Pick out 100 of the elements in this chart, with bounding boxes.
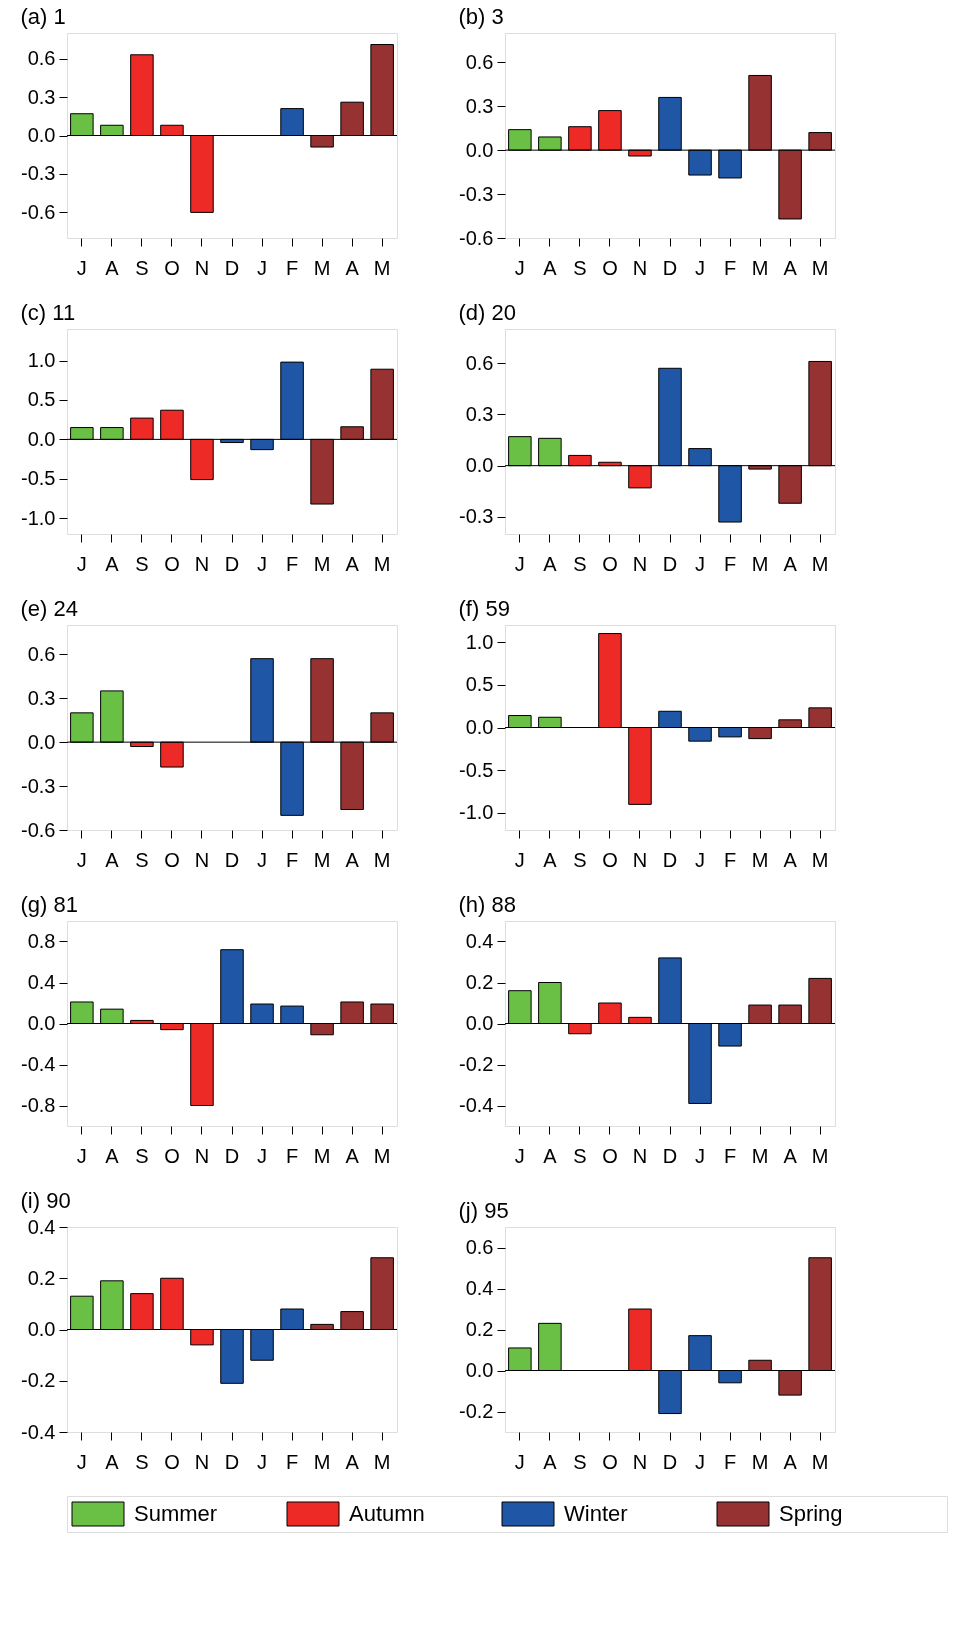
y-tick-label: 0.4 bbox=[465, 930, 494, 952]
x-tick-label: J bbox=[257, 256, 268, 279]
x-tick-label: A bbox=[105, 848, 120, 871]
x-tick-label: F bbox=[285, 1144, 299, 1167]
y-tick-label: 0.2 bbox=[27, 1266, 56, 1289]
y-tick-label: -0.8 bbox=[21, 1094, 56, 1116]
x-tick-label: S bbox=[573, 552, 587, 575]
x-tick-label: S bbox=[573, 848, 587, 871]
x-tick-label: J bbox=[257, 1144, 268, 1167]
x-tick-label: A bbox=[543, 1144, 558, 1167]
x-tick-label: A bbox=[783, 552, 798, 575]
chart-title: (d) 20 bbox=[458, 300, 517, 325]
x-tick-label: F bbox=[285, 256, 299, 279]
x-tick-label: J bbox=[514, 1144, 525, 1167]
y-tick-label: 1.0 bbox=[465, 630, 494, 653]
x-tick-label: D bbox=[662, 256, 678, 279]
x-tick-label: M bbox=[373, 552, 391, 575]
x-tick-label: A bbox=[783, 848, 798, 871]
y-tick-label: 0.0 bbox=[27, 427, 56, 450]
x-tick-label: A bbox=[783, 256, 798, 279]
chart-title: (c) 11 bbox=[20, 300, 76, 325]
x-tick-label: S bbox=[135, 256, 149, 279]
x-tick-label: N bbox=[194, 848, 210, 871]
y-tick-label: -0.6 bbox=[21, 200, 56, 223]
x-tick-label: J bbox=[695, 552, 706, 575]
x-tick-label: M bbox=[313, 552, 331, 575]
x-tick-label: M bbox=[751, 552, 769, 575]
y-tick-label: 0.5 bbox=[27, 388, 56, 411]
legend-label: Autumn bbox=[349, 1501, 425, 1526]
legend-label: Summer bbox=[134, 1501, 218, 1526]
x-tick-label: F bbox=[723, 848, 737, 871]
x-tick-label: D bbox=[224, 848, 240, 871]
x-tick-label: S bbox=[135, 848, 149, 871]
x-tick-label: S bbox=[135, 1144, 149, 1167]
x-tick-label: N bbox=[632, 256, 648, 279]
x-tick-label: F bbox=[723, 552, 737, 575]
x-tick-label: M bbox=[373, 1450, 391, 1473]
x-tick-label: J bbox=[257, 848, 268, 871]
x-tick-label: M bbox=[751, 256, 769, 279]
y-tick-label: 0.3 bbox=[465, 402, 494, 425]
y-tick-label: 0.6 bbox=[465, 351, 494, 374]
y-tick-label: 0.0 bbox=[465, 1359, 494, 1381]
x-tick-label: F bbox=[285, 848, 299, 871]
x-tick-label: N bbox=[194, 552, 210, 575]
y-tick-label: 0.2 bbox=[465, 1318, 494, 1340]
y-tick-label: 0.6 bbox=[465, 50, 494, 73]
x-tick-label: J bbox=[514, 552, 525, 575]
x-tick-label: J bbox=[695, 1450, 706, 1473]
y-tick-label: 0.0 bbox=[465, 1012, 494, 1034]
y-tick-label: -0.4 bbox=[21, 1053, 56, 1075]
x-tick-label: M bbox=[751, 848, 769, 871]
x-tick-label: F bbox=[723, 256, 737, 279]
x-tick-label: J bbox=[76, 1144, 87, 1167]
x-tick-label: D bbox=[224, 1144, 240, 1167]
legend-label: Winter bbox=[564, 1501, 628, 1526]
x-tick-label: J bbox=[257, 552, 268, 575]
x-tick-label: M bbox=[373, 1144, 391, 1167]
y-tick-label: -0.2 bbox=[459, 1400, 494, 1422]
x-tick-label: J bbox=[76, 552, 87, 575]
x-tick-label: J bbox=[257, 1450, 268, 1473]
y-tick-label: -0.6 bbox=[459, 226, 494, 249]
x-tick-label: F bbox=[285, 552, 299, 575]
x-tick-label: N bbox=[194, 1450, 210, 1473]
x-tick-label: J bbox=[695, 256, 706, 279]
y-tick-label: -0.5 bbox=[21, 467, 56, 490]
y-tick-label: 0.8 bbox=[27, 930, 56, 952]
y-tick-label: 0.4 bbox=[465, 1277, 494, 1299]
x-tick-label: M bbox=[811, 1450, 829, 1473]
x-tick-label: D bbox=[662, 1144, 678, 1167]
x-tick-label: J bbox=[76, 1450, 87, 1473]
legend-label: Spring bbox=[779, 1501, 843, 1526]
x-tick-label: A bbox=[345, 848, 360, 871]
x-tick-label: O bbox=[164, 848, 180, 871]
x-tick-label: A bbox=[105, 552, 120, 575]
x-tick-label: O bbox=[602, 256, 618, 279]
y-tick-label: -0.3 bbox=[21, 774, 56, 797]
x-tick-label: N bbox=[632, 1144, 648, 1167]
x-tick-label: N bbox=[632, 1450, 648, 1473]
x-tick-label: A bbox=[543, 848, 558, 871]
y-tick-label: 0.0 bbox=[27, 730, 56, 753]
y-tick-label: -0.5 bbox=[459, 758, 494, 781]
x-tick-label: M bbox=[373, 848, 391, 871]
y-tick-label: 0.6 bbox=[465, 1236, 494, 1258]
y-tick-label: -1.0 bbox=[459, 801, 494, 824]
x-tick-label: J bbox=[514, 848, 525, 871]
x-tick-label: S bbox=[573, 256, 587, 279]
y-tick-label: -0.6 bbox=[21, 818, 56, 841]
x-tick-label: O bbox=[602, 1450, 618, 1473]
x-tick-label: J bbox=[514, 256, 525, 279]
y-tick-label: 0.0 bbox=[27, 1318, 56, 1340]
x-tick-label: O bbox=[602, 848, 618, 871]
x-tick-label: A bbox=[345, 1144, 360, 1167]
y-tick-label: 0.0 bbox=[465, 138, 494, 161]
x-tick-label: F bbox=[285, 1450, 299, 1473]
chart-title: (g) 81 bbox=[20, 892, 79, 917]
x-tick-label: S bbox=[573, 1450, 587, 1473]
chart-title: (i) 90 bbox=[20, 1188, 71, 1213]
x-tick-label: S bbox=[135, 1450, 149, 1473]
x-tick-label: D bbox=[662, 1450, 678, 1473]
x-tick-label: A bbox=[345, 552, 360, 575]
